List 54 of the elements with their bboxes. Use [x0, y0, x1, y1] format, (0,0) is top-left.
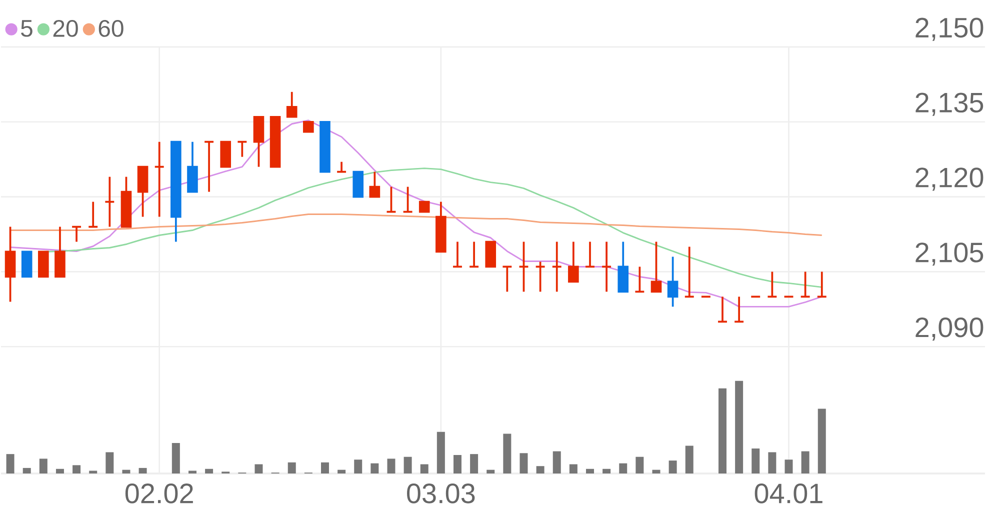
bar [685, 445, 694, 474]
legend-label: 60 [98, 20, 124, 37]
bar [668, 460, 677, 474]
bar [404, 456, 412, 474]
bar [602, 468, 611, 474]
bar [72, 464, 81, 474]
x-tick-label: 03.03 [407, 483, 475, 504]
y-tick-label: 2,135 [916, 92, 984, 116]
bar [6, 454, 14, 474]
bar [735, 380, 744, 474]
y-tick-label: 2,150 [916, 18, 984, 41]
y-tick-label: 2,105 [916, 242, 984, 266]
bar [22, 468, 31, 474]
bar [818, 408, 826, 474]
bar [254, 464, 263, 474]
bar [752, 448, 760, 474]
bar [486, 470, 495, 474]
bar [288, 462, 296, 474]
bar [338, 470, 346, 474]
bar [420, 464, 428, 474]
bar [138, 468, 147, 474]
bar [768, 452, 776, 474]
bar [370, 463, 379, 474]
bar [520, 452, 528, 474]
bar [56, 468, 64, 474]
bar [784, 459, 793, 474]
bar [205, 468, 214, 474]
bar [718, 388, 726, 474]
bar [172, 442, 180, 474]
bar [586, 468, 594, 474]
bar [106, 452, 114, 474]
bar [188, 470, 196, 474]
bar [320, 462, 329, 474]
y-tick-label: 2,120 [916, 167, 984, 191]
bar [387, 458, 396, 474]
y-tick-label: 2,090 [916, 317, 984, 340]
bar [436, 432, 445, 474]
bar [801, 451, 810, 474]
bar [569, 464, 578, 474]
bar [470, 454, 478, 474]
x-tick-label: 04.01 [754, 483, 822, 504]
bar [89, 470, 98, 474]
legend-label: 20 [53, 20, 78, 37]
bar [453, 454, 462, 474]
bar [636, 456, 644, 474]
bar [122, 470, 130, 474]
bar [552, 451, 561, 474]
x-tick-label: 02.02 [125, 483, 193, 504]
bar [503, 433, 512, 474]
bar [619, 463, 628, 474]
bar [354, 459, 362, 474]
legend-label: 5 [21, 20, 32, 37]
bar [536, 466, 544, 474]
bar [39, 458, 48, 474]
